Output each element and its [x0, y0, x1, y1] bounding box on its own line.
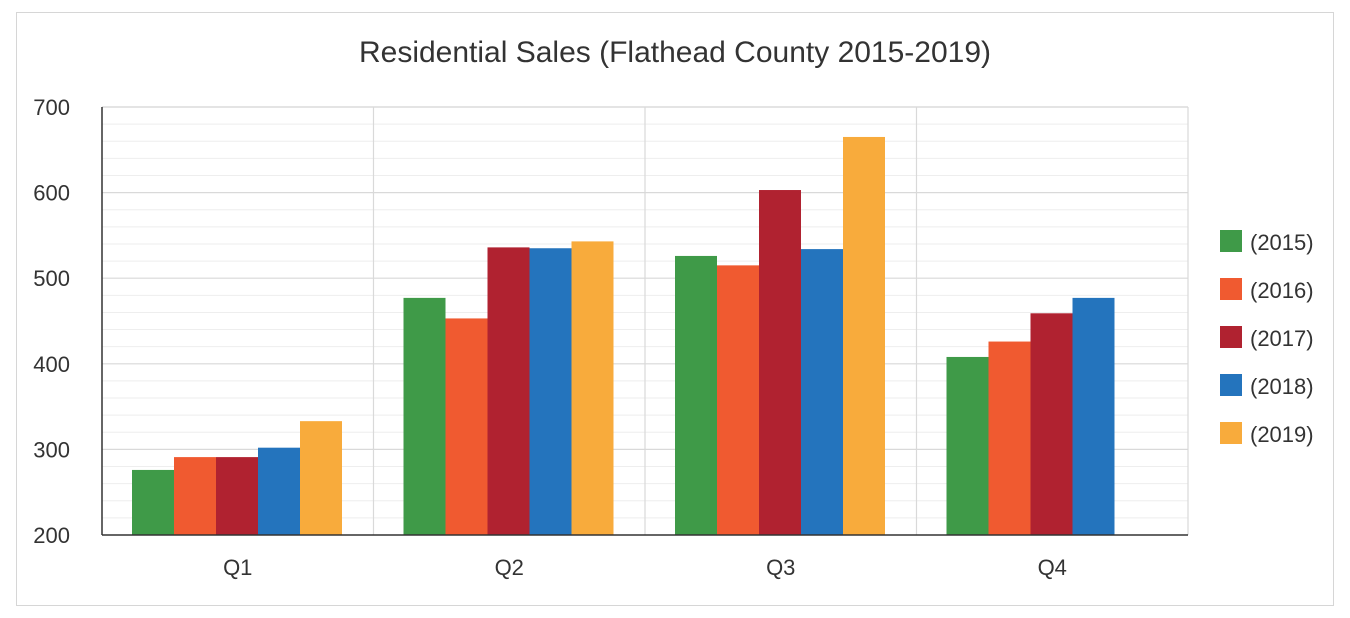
y-tick-label: 500	[33, 266, 70, 291]
bar	[529, 248, 572, 536]
bar	[571, 241, 614, 535]
legend-swatch	[1220, 278, 1242, 300]
legend: (2015) (2016) (2017) (2018) (2019)	[1220, 230, 1314, 447]
bar	[988, 341, 1031, 535]
legend-swatch	[1220, 422, 1242, 444]
legend-label: (2017)	[1250, 326, 1314, 351]
bars	[132, 136, 1115, 536]
legend-swatch	[1220, 326, 1242, 348]
legend-label: (2015)	[1250, 230, 1314, 255]
x-tick-label: Q4	[1038, 555, 1067, 580]
x-tick-label: Q2	[495, 555, 524, 580]
legend-swatch	[1220, 230, 1242, 252]
legend-label: (2019)	[1250, 422, 1314, 447]
legend-swatch	[1220, 374, 1242, 396]
bar	[843, 136, 885, 535]
x-tick-label: Q3	[766, 555, 795, 580]
bar	[445, 318, 488, 535]
legend-label: (2018)	[1250, 374, 1314, 399]
bar	[258, 447, 300, 535]
axes: 200 300 400 500 600 700 Q1 Q2 Q3 Q4	[33, 95, 1189, 580]
bar	[801, 249, 843, 535]
bar	[174, 457, 216, 535]
bar	[1030, 313, 1073, 535]
y-tick-label: 200	[33, 523, 70, 548]
y-tick-label: 300	[33, 437, 70, 462]
bar	[216, 457, 258, 535]
bar	[132, 469, 174, 535]
chart-title: Residential Sales (Flathead County 2015-…	[359, 36, 991, 69]
bar	[675, 255, 717, 535]
bar	[403, 297, 446, 535]
y-tick-label: 700	[33, 95, 70, 120]
bar	[759, 190, 801, 536]
legend-label: (2016)	[1250, 278, 1314, 303]
bar	[487, 247, 530, 535]
y-tick-label: 400	[33, 352, 70, 377]
bar	[946, 356, 989, 535]
y-tick-label: 600	[33, 181, 70, 206]
bar	[300, 421, 342, 535]
x-tick-label: Q1	[223, 555, 252, 580]
bar	[1072, 297, 1115, 535]
bar	[717, 265, 759, 535]
